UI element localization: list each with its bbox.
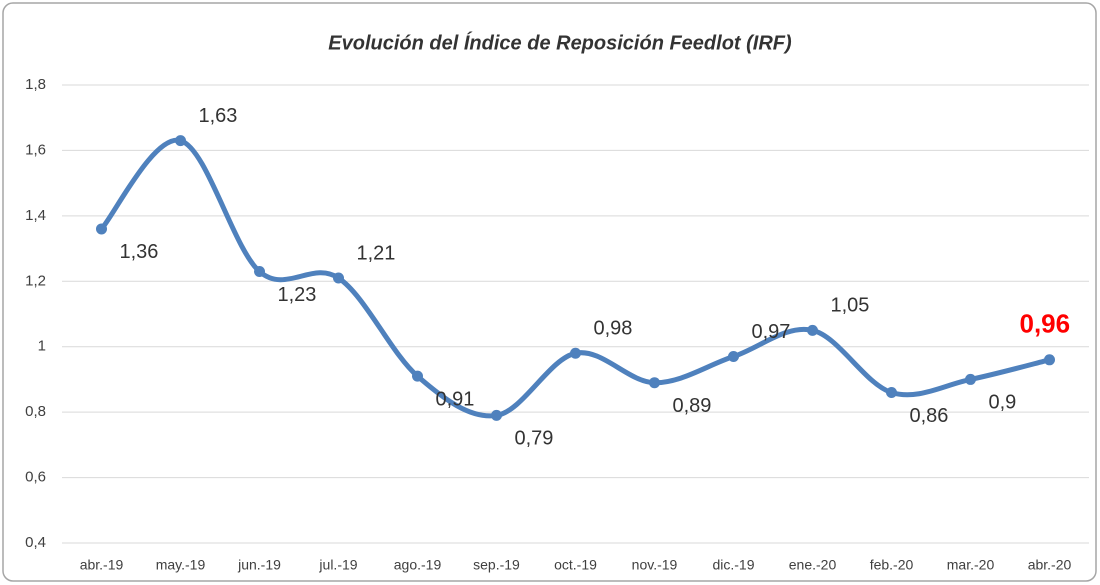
data-point: [886, 387, 897, 399]
y-tick-label: 1,2: [25, 272, 46, 289]
y-tick-label: 1,8: [25, 76, 46, 93]
data-point: [1044, 354, 1055, 366]
y-tick-label: 0,8: [25, 403, 46, 420]
data-point: [570, 347, 581, 359]
value-label: 1,05: [831, 295, 870, 317]
x-tick-label: jun.-19: [237, 557, 281, 573]
x-tick-label: dic.-19: [712, 557, 754, 573]
value-label: 0,89: [673, 395, 712, 417]
x-tick-label: ene.-20: [789, 557, 837, 573]
data-point: [254, 265, 265, 277]
x-tick-label: jul.-19: [318, 557, 357, 573]
value-label: 1,36: [120, 241, 159, 263]
x-tick-label: abr.-20: [1028, 557, 1072, 573]
value-label: 1,63: [199, 105, 238, 127]
x-tick-label: ago.-19: [394, 557, 442, 573]
data-point: [649, 377, 660, 389]
data-point: [728, 351, 739, 363]
y-tick-label: 1: [38, 338, 46, 355]
data-point: [965, 373, 976, 385]
value-label: 0,79: [515, 428, 554, 450]
value-label: 0,96: [1020, 309, 1071, 339]
x-tick-label: sep.-19: [473, 557, 520, 573]
y-tick-label: 0,4: [25, 534, 46, 551]
x-tick-label: nov.-19: [632, 557, 678, 573]
value-label: 0,97: [752, 321, 791, 343]
x-tick-label: feb.-20: [870, 557, 914, 573]
value-label: 0,91: [436, 388, 475, 410]
x-tick-label: may.-19: [156, 557, 206, 573]
y-tick-label: 1,6: [25, 141, 46, 158]
data-point: [333, 272, 344, 284]
value-label: 1,21: [357, 242, 396, 264]
value-label: 0,98: [594, 318, 633, 340]
data-point: [807, 324, 818, 336]
data-point: [491, 409, 502, 421]
data-point: [96, 223, 107, 235]
y-tick-label: 0,6: [25, 469, 46, 486]
y-tick-label: 1,4: [25, 207, 46, 224]
value-label: 0,9: [989, 392, 1017, 414]
x-tick-label: abr.-19: [80, 557, 124, 573]
data-point: [412, 370, 423, 382]
x-tick-label: oct.-19: [554, 557, 597, 573]
data-point: [175, 135, 186, 147]
value-label: 0,86: [910, 405, 949, 427]
value-label: 1,23: [278, 284, 317, 306]
chart-title: Evolución del Índice de Reposición Feedl…: [328, 31, 792, 54]
x-tick-label: mar.-20: [947, 557, 995, 573]
